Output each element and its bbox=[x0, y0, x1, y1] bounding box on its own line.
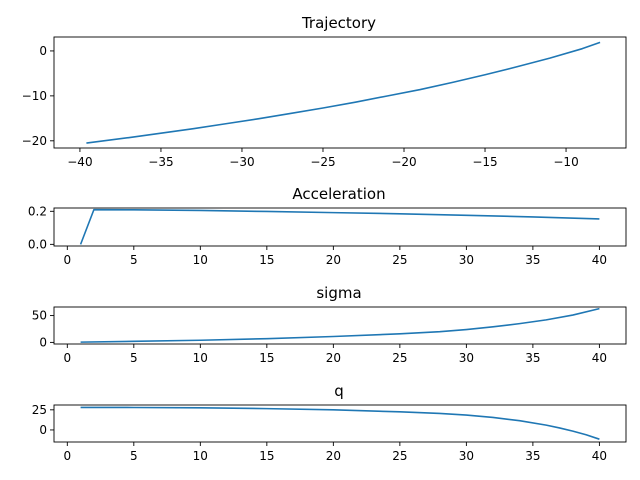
x-tick-label: 25 bbox=[392, 351, 407, 365]
x-tick-label: −15 bbox=[472, 155, 497, 169]
x-tick-label: 0 bbox=[63, 253, 71, 267]
y-tick-label: 0 bbox=[39, 335, 47, 349]
x-tick-label: 35 bbox=[525, 351, 540, 365]
x-tick-label: 20 bbox=[326, 449, 341, 463]
x-tick-label: 10 bbox=[193, 253, 208, 267]
x-tick-label: 0 bbox=[63, 351, 71, 365]
x-tick-label: 15 bbox=[259, 351, 274, 365]
x-tick-label: 5 bbox=[130, 253, 138, 267]
subplot-sigma: sigma 0 5 10 15 20 25 30 35 40 0 50 bbox=[32, 284, 627, 365]
y-tick-label: 0.2 bbox=[28, 204, 47, 218]
x-tick-label: 20 bbox=[326, 351, 341, 365]
series-line bbox=[86, 41, 601, 144]
tick-group: −40 −35 −30 −25 −20 −15 −10 −20 −10 0 bbox=[22, 44, 579, 169]
x-tick-label: 30 bbox=[459, 351, 474, 365]
x-tick-label: 35 bbox=[525, 449, 540, 463]
y-tick-label: −10 bbox=[22, 89, 47, 103]
x-tick-label: 40 bbox=[592, 449, 607, 463]
x-tick-label: 15 bbox=[259, 449, 274, 463]
x-tick-label: −40 bbox=[67, 155, 92, 169]
x-tick-label: 25 bbox=[392, 253, 407, 267]
x-tick-label: 20 bbox=[326, 253, 341, 267]
x-tick-label: 10 bbox=[193, 449, 208, 463]
tick-group: 0 5 10 15 20 25 30 35 40 0 50 bbox=[32, 309, 607, 365]
series-line bbox=[80, 406, 600, 440]
x-tick-label: 35 bbox=[525, 253, 540, 267]
x-tick-label: 15 bbox=[259, 253, 274, 267]
x-tick-label: 30 bbox=[459, 253, 474, 267]
axes-frame bbox=[53, 207, 627, 247]
x-tick-label: −35 bbox=[148, 155, 173, 169]
x-tick-label: 30 bbox=[459, 449, 474, 463]
subplot-title: sigma bbox=[316, 284, 361, 302]
subplot-title: Trajectory bbox=[301, 14, 376, 32]
y-tick-label: 25 bbox=[32, 403, 47, 417]
x-tick-label: 10 bbox=[193, 351, 208, 365]
subplot-title: Acceleration bbox=[292, 185, 385, 203]
x-tick-label: 5 bbox=[130, 351, 138, 365]
tick-group: 0 5 10 15 20 25 30 35 40 0.0 0.2 bbox=[28, 204, 607, 267]
x-tick-label: 0 bbox=[63, 449, 71, 463]
x-tick-label: −20 bbox=[391, 155, 416, 169]
y-tick-label: 0 bbox=[39, 44, 47, 58]
y-tick-label: 0 bbox=[39, 423, 47, 437]
x-tick-label: 5 bbox=[130, 449, 138, 463]
axes-frame bbox=[53, 404, 627, 443]
series-line bbox=[80, 307, 600, 343]
y-tick-label: 50 bbox=[32, 309, 47, 323]
x-tick-label: 40 bbox=[592, 351, 607, 365]
subplot-title: q bbox=[334, 382, 344, 400]
subplot-q: q 0 5 10 15 20 25 30 35 40 0 25 bbox=[32, 382, 627, 463]
x-tick-label: −25 bbox=[310, 155, 335, 169]
axes-frame bbox=[53, 306, 627, 345]
x-tick-label: −10 bbox=[553, 155, 578, 169]
y-tick-label: 0.0 bbox=[28, 237, 47, 251]
y-tick-label: −20 bbox=[22, 134, 47, 148]
subplot-trajectory: Trajectory −40 −35 −30 −25 −20 −15 −10 −20 −10 0 bbox=[22, 14, 627, 169]
subplot-acceleration: Acceleration 0 5 10 15 20 25 30 35 40 0.0 0.2 bbox=[28, 185, 627, 267]
axes-frame bbox=[53, 36, 627, 149]
series-line bbox=[79, 208, 600, 245]
x-tick-label: 25 bbox=[392, 449, 407, 463]
x-tick-label: −30 bbox=[229, 155, 254, 169]
tick-group: 0 5 10 15 20 25 30 35 40 0 25 bbox=[32, 403, 607, 463]
x-tick-label: 40 bbox=[592, 253, 607, 267]
